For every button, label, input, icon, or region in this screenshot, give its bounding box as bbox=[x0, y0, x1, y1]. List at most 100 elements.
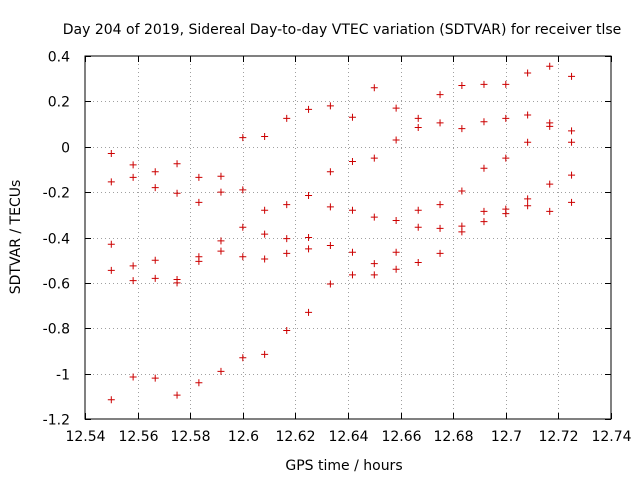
x-axis-label: GPS time / hours bbox=[285, 458, 402, 474]
data-points bbox=[107, 62, 576, 404]
data-point bbox=[524, 138, 532, 146]
data-point bbox=[458, 81, 466, 89]
data-point bbox=[436, 224, 444, 232]
data-point bbox=[414, 223, 422, 231]
data-point bbox=[546, 62, 554, 70]
data-point bbox=[502, 114, 510, 122]
data-point bbox=[326, 168, 334, 176]
data-point bbox=[217, 237, 225, 245]
data-point bbox=[283, 235, 291, 243]
data-point bbox=[370, 84, 378, 92]
y-tick-label: -1 bbox=[56, 368, 70, 384]
data-point bbox=[326, 203, 334, 211]
data-point bbox=[173, 160, 181, 168]
data-point bbox=[283, 114, 291, 122]
data-point bbox=[195, 257, 203, 265]
data-point bbox=[458, 125, 466, 133]
data-point bbox=[436, 201, 444, 209]
x-tick-label: 12.64 bbox=[328, 429, 368, 445]
data-point bbox=[480, 118, 488, 126]
data-point bbox=[370, 154, 378, 162]
data-point bbox=[436, 249, 444, 257]
data-point bbox=[129, 173, 137, 181]
x-tick-label: 12.56 bbox=[118, 429, 158, 445]
data-point bbox=[392, 248, 400, 256]
y-tick-label: 0.2 bbox=[48, 95, 70, 111]
data-point bbox=[370, 260, 378, 268]
data-point bbox=[568, 127, 576, 135]
data-point bbox=[436, 119, 444, 127]
y-tick-label: -0.2 bbox=[43, 186, 70, 202]
data-point bbox=[326, 102, 334, 110]
data-point bbox=[129, 373, 137, 381]
x-tick-label: 12.74 bbox=[591, 429, 631, 445]
data-point bbox=[151, 274, 159, 282]
data-point bbox=[348, 206, 356, 214]
data-point bbox=[151, 256, 159, 264]
data-point bbox=[239, 354, 247, 362]
x-tick-label: 12.72 bbox=[538, 429, 578, 445]
data-point bbox=[392, 216, 400, 224]
data-point bbox=[129, 161, 137, 169]
data-point bbox=[392, 104, 400, 112]
data-point bbox=[326, 280, 334, 288]
y-axis-label: SDTVAR / TECUs bbox=[8, 180, 24, 295]
x-tick-label: 12.68 bbox=[433, 429, 473, 445]
axis-ticks bbox=[85, 56, 612, 420]
data-point bbox=[502, 154, 510, 162]
x-tick-label: 12.7 bbox=[491, 429, 522, 445]
data-point bbox=[107, 266, 115, 274]
data-point bbox=[392, 136, 400, 144]
data-point bbox=[217, 188, 225, 196]
data-point bbox=[283, 249, 291, 257]
data-point bbox=[370, 271, 378, 279]
data-point bbox=[568, 138, 576, 146]
data-point bbox=[239, 223, 247, 231]
data-point bbox=[151, 374, 159, 382]
data-point bbox=[546, 207, 554, 215]
data-point bbox=[348, 113, 356, 121]
data-point bbox=[261, 133, 269, 141]
data-point bbox=[568, 72, 576, 80]
data-point bbox=[261, 206, 269, 214]
data-point bbox=[524, 111, 532, 119]
data-point bbox=[502, 80, 510, 88]
data-point bbox=[305, 192, 313, 200]
data-point bbox=[107, 178, 115, 186]
data-point bbox=[305, 234, 313, 241]
data-point bbox=[305, 308, 313, 316]
data-point bbox=[546, 180, 554, 188]
data-point bbox=[217, 247, 225, 255]
data-point bbox=[239, 186, 247, 194]
chart-title: Day 204 of 2019, Sidereal Day-to-day VTE… bbox=[63, 22, 622, 38]
data-point bbox=[414, 114, 422, 122]
data-point bbox=[480, 164, 488, 172]
grid-lines bbox=[85, 56, 611, 419]
data-point bbox=[480, 218, 488, 226]
data-point bbox=[305, 245, 313, 253]
data-point bbox=[129, 262, 137, 270]
data-point bbox=[217, 367, 225, 375]
data-point bbox=[239, 134, 247, 142]
data-point bbox=[348, 157, 356, 165]
x-tick-label: 12.58 bbox=[170, 429, 210, 445]
data-point bbox=[414, 206, 422, 214]
y-tick-label: 0.4 bbox=[48, 50, 70, 66]
data-point bbox=[546, 122, 554, 130]
data-point bbox=[107, 396, 115, 404]
data-point bbox=[414, 258, 422, 266]
data-point bbox=[239, 253, 247, 261]
data-point bbox=[151, 184, 159, 192]
data-point bbox=[326, 241, 334, 249]
data-point bbox=[283, 327, 291, 335]
data-point bbox=[261, 255, 269, 263]
y-tick-label: 0 bbox=[61, 141, 70, 157]
data-point bbox=[568, 171, 576, 179]
data-point bbox=[261, 230, 269, 238]
data-point bbox=[392, 265, 400, 273]
y-tick-label: -0.8 bbox=[43, 322, 70, 338]
data-point bbox=[261, 350, 269, 358]
data-point bbox=[305, 105, 313, 113]
data-point bbox=[107, 240, 115, 248]
